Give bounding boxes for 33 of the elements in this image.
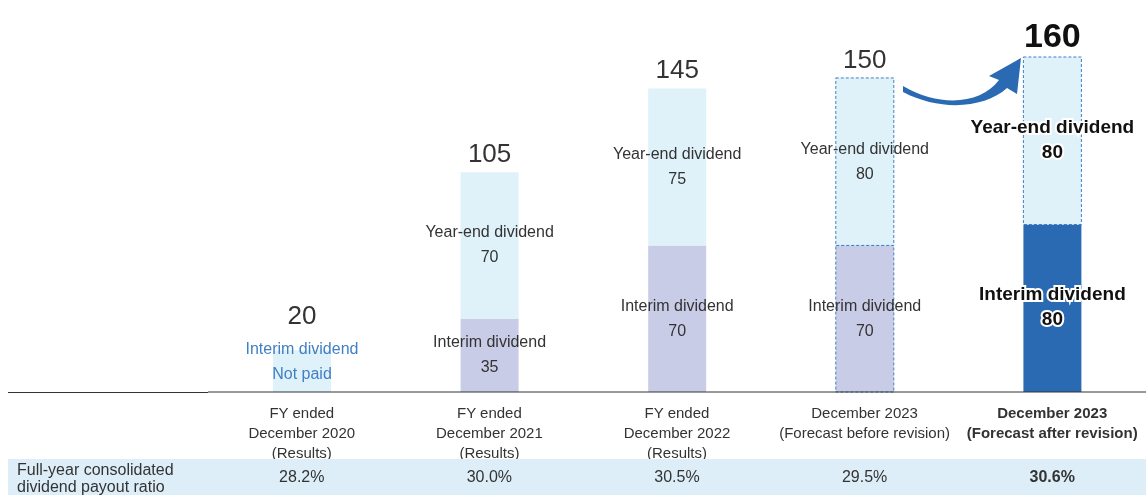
total-label: 150 (843, 43, 887, 74)
text: 28.2% (278, 468, 326, 486)
text: Interim dividend (620, 296, 734, 314)
x-tick-label: FY ended December 2021 (Results) (436, 404, 543, 461)
text: Year-end dividend (970, 115, 1135, 137)
data-label: 70 (855, 321, 874, 339)
total-label: 160 (1024, 16, 1081, 54)
data-label: 80 (855, 164, 874, 182)
text: Year-end dividend (800, 139, 929, 157)
text: Interim dividend (245, 340, 359, 357)
x-tick-label: December 2023 (Forecast before revision) (779, 404, 951, 441)
data-label: Not paid (272, 365, 332, 382)
total-label: 145 (655, 54, 699, 85)
text: 30.5% (653, 468, 701, 486)
data-label: 75 (668, 169, 687, 187)
data-label: 70 (668, 321, 687, 339)
data-label: 80 (1041, 308, 1063, 330)
text: 29.5% (840, 468, 889, 486)
x-tick-label: FY ended December 2020 (Results) (248, 404, 356, 461)
data-label: 35 (480, 358, 499, 376)
x-tick-label: FY ended December 2022 (Results) (623, 404, 731, 461)
x-tick-label: December 2023 (Forecast after revision) (966, 404, 1138, 441)
text: 30.6% (1028, 468, 1076, 486)
series-label: Year-end dividend (425, 223, 554, 241)
total-label: 105 (467, 138, 512, 169)
data-label: 70 (480, 248, 499, 266)
text: Interim dividend (808, 296, 922, 314)
text: Year-end dividend (613, 144, 742, 162)
data-label: 80 (1041, 140, 1063, 162)
series-label: Interim dividend (433, 333, 547, 351)
text: Full-year consolidated dividend payout ratio (17, 461, 174, 495)
total-label: 20 (287, 300, 317, 330)
text: 30.0% (465, 468, 514, 486)
